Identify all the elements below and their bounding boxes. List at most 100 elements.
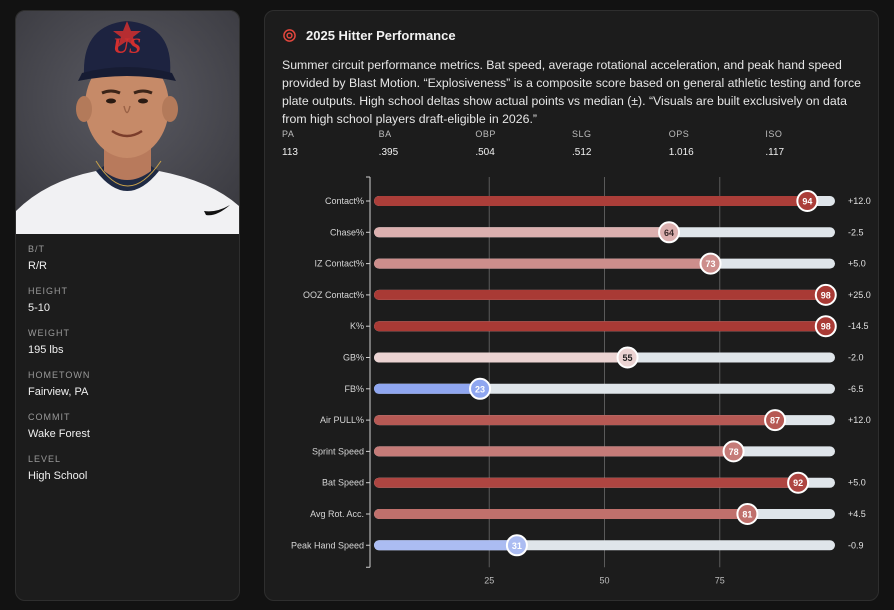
bio-item-weight: WEIGHT 195 lbs	[28, 328, 227, 356]
stat-label: OPS	[668, 129, 690, 139]
stat-label: PA	[282, 129, 295, 139]
section-description: Summer circuit performance metrics. Bat …	[282, 58, 861, 126]
percentile-dot	[505, 534, 528, 557]
performance-card: 2025 Hitter Performance Summer circuit p…	[264, 10, 879, 601]
delta-label: +5.0	[848, 259, 866, 269]
bar-fill	[374, 258, 711, 269]
bar-fill	[374, 227, 670, 238]
stat-value: 1.016	[668, 147, 694, 158]
bar-fill	[374, 540, 517, 551]
bio-item-height: HEIGHT 5-10	[28, 286, 227, 314]
percentile-dot	[764, 409, 787, 432]
percentile-dot	[814, 283, 837, 306]
delta-label: +12.0	[848, 415, 871, 425]
delta-label: -14.5	[848, 321, 869, 331]
delta-label: -2.0	[848, 353, 864, 363]
target-icon	[283, 29, 296, 42]
stat-value: .117	[765, 147, 785, 158]
stat-label: BA	[378, 129, 392, 139]
player-card: US B/T R/R HEIGHT 5-10 WEIGHT 195 lbs HO…	[15, 10, 240, 601]
category-label: IZ Contact%	[314, 259, 364, 269]
bio-item-commit: COMMIT Wake Forest	[28, 412, 227, 440]
bio-label: B/T	[28, 244, 46, 254]
bio-value: Wake Forest	[28, 428, 90, 440]
category-label: K%	[350, 321, 364, 331]
bio-label: LEVEL	[28, 454, 62, 464]
stat-label: SLG	[572, 129, 592, 139]
bar-fill	[374, 415, 776, 426]
percentile-value: 31	[512, 541, 522, 551]
bio-label: HOMETOWN	[28, 370, 91, 380]
percentile-value: 81	[742, 510, 752, 520]
x-tick-label: 25	[484, 575, 494, 585]
category-label: Avg Rot. Acc.	[310, 509, 364, 519]
bar-fill	[374, 352, 628, 363]
bio-label: COMMIT	[28, 412, 71, 422]
category-label: Sprint Speed	[312, 446, 364, 456]
percentile-value: 55	[623, 353, 633, 363]
bar-fill	[374, 321, 826, 332]
bar-fill	[374, 509, 748, 519]
percentile-value: 92	[793, 478, 803, 488]
bio-item-hometown: HOMETOWN Fairview, PA	[28, 370, 227, 398]
bar-fill	[374, 196, 808, 206]
percentile-value: 87	[770, 416, 780, 426]
percentile-dot	[469, 377, 492, 400]
stat-iso: ISO .117	[765, 129, 862, 158]
stat-obp: OBP .504	[475, 129, 572, 158]
section-header: 2025 Hitter Performance	[283, 28, 456, 43]
stat-ba: BA .395	[379, 129, 476, 158]
percentile-value: 98	[821, 290, 831, 300]
bar-fill	[374, 446, 734, 457]
stat-value: .512	[572, 147, 592, 158]
stat-label: ISO	[765, 129, 783, 139]
bio-list: B/T R/R HEIGHT 5-10 WEIGHT 195 lbs HOMET…	[16, 234, 239, 506]
bio-value: 5-10	[28, 302, 51, 314]
player-photo: US	[16, 11, 239, 234]
category-label: Contact%	[325, 196, 364, 206]
stat-value: .504	[475, 147, 495, 158]
bio-label: WEIGHT	[28, 328, 70, 338]
bio-label: HEIGHT	[28, 286, 69, 296]
delta-label: +5.0	[848, 478, 866, 488]
percentile-value: 64	[664, 228, 674, 238]
x-tick-label: 75	[715, 575, 725, 585]
stat-slg: SLG .512	[572, 129, 669, 158]
category-label: GB%	[343, 353, 364, 363]
percentile-dot	[699, 252, 722, 275]
bio-item-level: LEVEL High School	[28, 454, 227, 482]
percentile-value: 94	[802, 197, 812, 207]
bar-fill	[374, 383, 481, 394]
delta-label: +25.0	[848, 290, 871, 300]
delta-label: +12.0	[848, 196, 871, 206]
bio-item-bt: B/T R/R	[28, 244, 227, 272]
stat-ops: OPS 1.016	[669, 129, 766, 158]
bio-value: 195 lbs	[28, 344, 64, 356]
stat-line: PA 113 BA .395 OBP .504 SLG .512 OPS 1.0…	[282, 129, 862, 158]
bio-value: Fairview, PA	[28, 386, 89, 398]
stat-value: 113	[282, 147, 298, 158]
stat-pa: PA 113	[282, 129, 379, 158]
category-label: Bat Speed	[322, 478, 364, 488]
x-tick-label: 50	[599, 575, 609, 585]
percentile-dot	[616, 346, 639, 369]
delta-label: -0.9	[848, 540, 864, 550]
bio-value: R/R	[28, 260, 47, 272]
percentile-value: 98	[821, 322, 831, 332]
category-label: Peak Hand Speed	[291, 540, 364, 550]
bio-value: High School	[28, 470, 88, 482]
percentile-value: 73	[706, 259, 716, 269]
delta-label: -6.5	[848, 384, 864, 394]
category-label: Air PULL%	[320, 415, 364, 425]
bar-fill	[374, 477, 799, 488]
percentile-dot	[736, 503, 759, 525]
section-title: 2025 Hitter Performance	[306, 28, 456, 43]
bar-fill	[374, 289, 826, 300]
percentile-chart: 25 50 75 Contact% 94 +12.0 Chase% 64 -2.5 IZ Cont…	[291, 176, 871, 585]
stat-label: OBP	[475, 129, 496, 139]
category-label: OOZ Contact%	[303, 290, 364, 300]
percentile-dot	[814, 315, 837, 338]
percentile-dot	[796, 190, 819, 212]
percentile-value: 23	[475, 384, 485, 394]
percentile-value: 78	[729, 447, 739, 457]
